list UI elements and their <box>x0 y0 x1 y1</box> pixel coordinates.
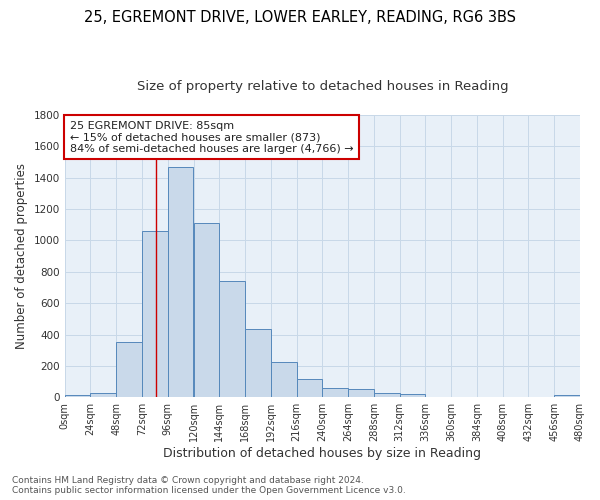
Bar <box>142 231 168 398</box>
X-axis label: Distribution of detached houses by size in Reading: Distribution of detached houses by size … <box>163 447 481 460</box>
Bar <box>374 392 400 398</box>
Bar <box>425 396 451 398</box>
Y-axis label: Number of detached properties: Number of detached properties <box>15 163 28 349</box>
Bar <box>91 392 116 398</box>
Bar <box>296 378 322 398</box>
Bar <box>554 395 580 398</box>
Text: Contains HM Land Registry data © Crown copyright and database right 2024.
Contai: Contains HM Land Registry data © Crown c… <box>12 476 406 495</box>
Bar <box>168 167 193 398</box>
Bar <box>503 396 529 398</box>
Bar <box>271 362 296 398</box>
Bar <box>322 388 348 398</box>
Bar <box>65 395 91 398</box>
Bar <box>219 282 245 398</box>
Bar <box>245 329 271 398</box>
Bar <box>529 396 554 398</box>
Title: Size of property relative to detached houses in Reading: Size of property relative to detached ho… <box>137 80 508 93</box>
Bar <box>451 396 477 398</box>
Text: 25 EGREMONT DRIVE: 85sqm
← 15% of detached houses are smaller (873)
84% of semi-: 25 EGREMONT DRIVE: 85sqm ← 15% of detach… <box>70 120 353 154</box>
Bar <box>193 223 219 398</box>
Bar <box>400 394 425 398</box>
Bar <box>477 396 503 398</box>
Bar <box>348 390 374 398</box>
Bar <box>116 342 142 398</box>
Text: 25, EGREMONT DRIVE, LOWER EARLEY, READING, RG6 3BS: 25, EGREMONT DRIVE, LOWER EARLEY, READIN… <box>84 10 516 25</box>
